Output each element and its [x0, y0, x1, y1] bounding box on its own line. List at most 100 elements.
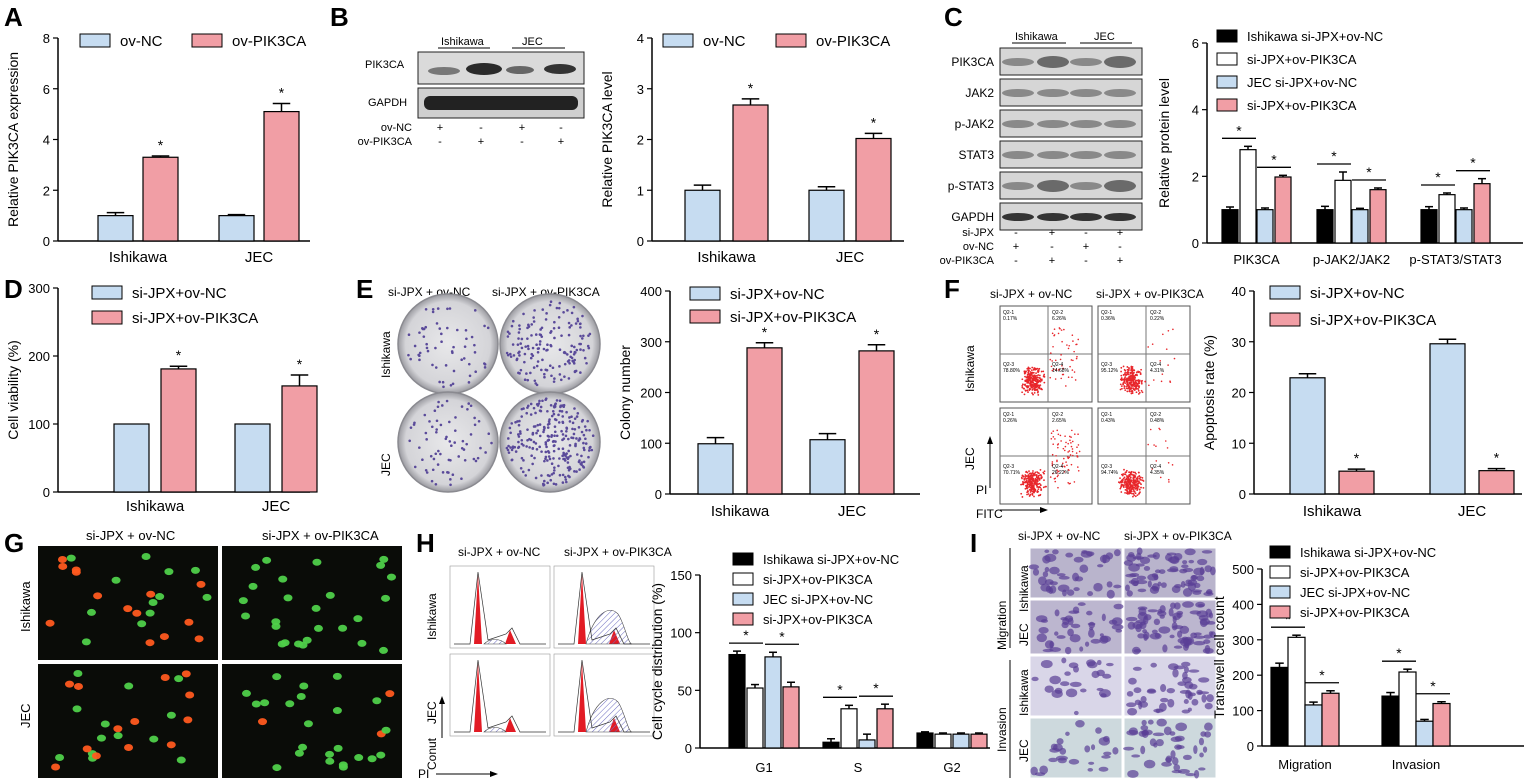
bar-h-2-2	[952, 733, 970, 749]
stained-cell	[1137, 633, 1145, 639]
colony-dot	[557, 315, 561, 319]
blot-c-row-label: p-STAT3	[948, 179, 995, 193]
stained-cell	[1205, 590, 1212, 594]
green-cell	[272, 764, 282, 772]
flow-event	[1121, 387, 1123, 390]
colony-dot	[561, 415, 565, 418]
colony-dot	[473, 343, 476, 347]
green-cell	[241, 612, 251, 620]
flow-event	[1061, 373, 1064, 376]
flow-event	[1120, 377, 1123, 379]
colony-dot	[479, 446, 482, 450]
colony-dot	[527, 347, 530, 351]
flow-event	[1078, 450, 1081, 453]
colony-dot	[506, 353, 510, 357]
f-col-2: si-JPX + ov-PIK3CA	[1096, 287, 1204, 301]
quadrant-value: 95.12%	[1101, 368, 1119, 374]
y-axis-title: Relative PIK3CA expression	[5, 52, 21, 227]
colony-dot	[533, 379, 537, 383]
flow-event	[1024, 371, 1027, 374]
flow-event	[1062, 367, 1064, 370]
colony-dot	[435, 428, 438, 431]
green-cell	[293, 640, 303, 648]
flow-event	[1138, 488, 1141, 491]
colony-dot	[511, 319, 515, 323]
flow-event	[1134, 471, 1136, 474]
flow-event	[1055, 454, 1057, 457]
red-cell	[166, 741, 176, 749]
flow-event	[1021, 386, 1024, 389]
colony-dot	[446, 307, 449, 311]
colony-dot	[519, 432, 522, 435]
colony-dot	[506, 335, 510, 338]
flow-event	[1067, 376, 1070, 379]
significance-star: *	[158, 137, 164, 153]
colony-dot	[588, 446, 591, 450]
quadrant-name: Q2-4	[1052, 362, 1063, 368]
flow-event	[1159, 428, 1161, 431]
stained-cell	[1204, 722, 1213, 731]
flow-event	[1065, 441, 1067, 444]
stained-cell	[1147, 688, 1156, 693]
green-cell	[296, 693, 306, 701]
y-tick-label: 8	[43, 31, 50, 46]
blot-b-sign: -	[520, 136, 524, 148]
stained-cell	[1181, 709, 1191, 714]
blot-band	[1002, 120, 1034, 128]
stained-cell	[1197, 603, 1205, 608]
flow-event	[1032, 470, 1034, 472]
flow-event	[1020, 492, 1023, 495]
colony-dot	[429, 454, 433, 458]
colony-dot	[529, 371, 532, 375]
colony-dot	[562, 451, 565, 455]
e-row-2: JEC	[379, 453, 393, 476]
flow-event	[1073, 350, 1075, 353]
flow-event	[1069, 439, 1071, 442]
colony-dot	[407, 333, 411, 337]
s-phase	[483, 727, 507, 733]
flow-event	[1056, 429, 1059, 432]
stained-cell	[1173, 764, 1181, 772]
legend-swatch	[732, 592, 754, 606]
colony-dot	[553, 466, 556, 469]
stained-cell	[1210, 566, 1216, 576]
colony-dot	[425, 438, 428, 441]
flow-event	[1147, 443, 1149, 446]
flow-event	[1051, 332, 1054, 335]
flow-event	[1127, 373, 1129, 376]
i-group-invasion: Invasion	[995, 707, 1009, 752]
flow-event	[1029, 493, 1032, 496]
colony-dot	[557, 326, 561, 330]
colony-dot	[550, 435, 553, 438]
bar-c-1-0	[1239, 149, 1257, 244]
colony-dot	[522, 407, 525, 410]
colony-dot	[544, 368, 548, 372]
stained-cell	[1100, 693, 1107, 698]
flow-event	[1141, 479, 1144, 482]
colony-dot	[546, 450, 550, 453]
colony-dot	[562, 311, 565, 314]
colony-dot	[483, 363, 487, 366]
y-tick-label: 200	[1232, 668, 1254, 683]
stained-cell	[1096, 659, 1102, 666]
stained-cell	[1079, 646, 1084, 652]
colony-dot	[483, 366, 487, 369]
stained-cell	[1198, 737, 1205, 746]
flow-event	[1031, 379, 1033, 382]
flow-event	[1042, 486, 1045, 489]
flow-event	[1121, 481, 1124, 483]
red-cell	[181, 670, 191, 678]
flow-event	[1027, 391, 1029, 393]
flow-event	[1054, 378, 1057, 380]
flow-event	[1141, 477, 1144, 479]
y-tick-label: 6	[1192, 36, 1199, 51]
stained-cell	[1064, 671, 1071, 676]
colony-dot	[517, 445, 521, 449]
colony-dot	[573, 350, 577, 354]
flow-event	[1071, 376, 1073, 379]
flow-event	[1023, 393, 1026, 396]
stained-cell	[1068, 758, 1080, 765]
colony-dot	[517, 435, 521, 438]
colony-dot	[575, 437, 578, 440]
